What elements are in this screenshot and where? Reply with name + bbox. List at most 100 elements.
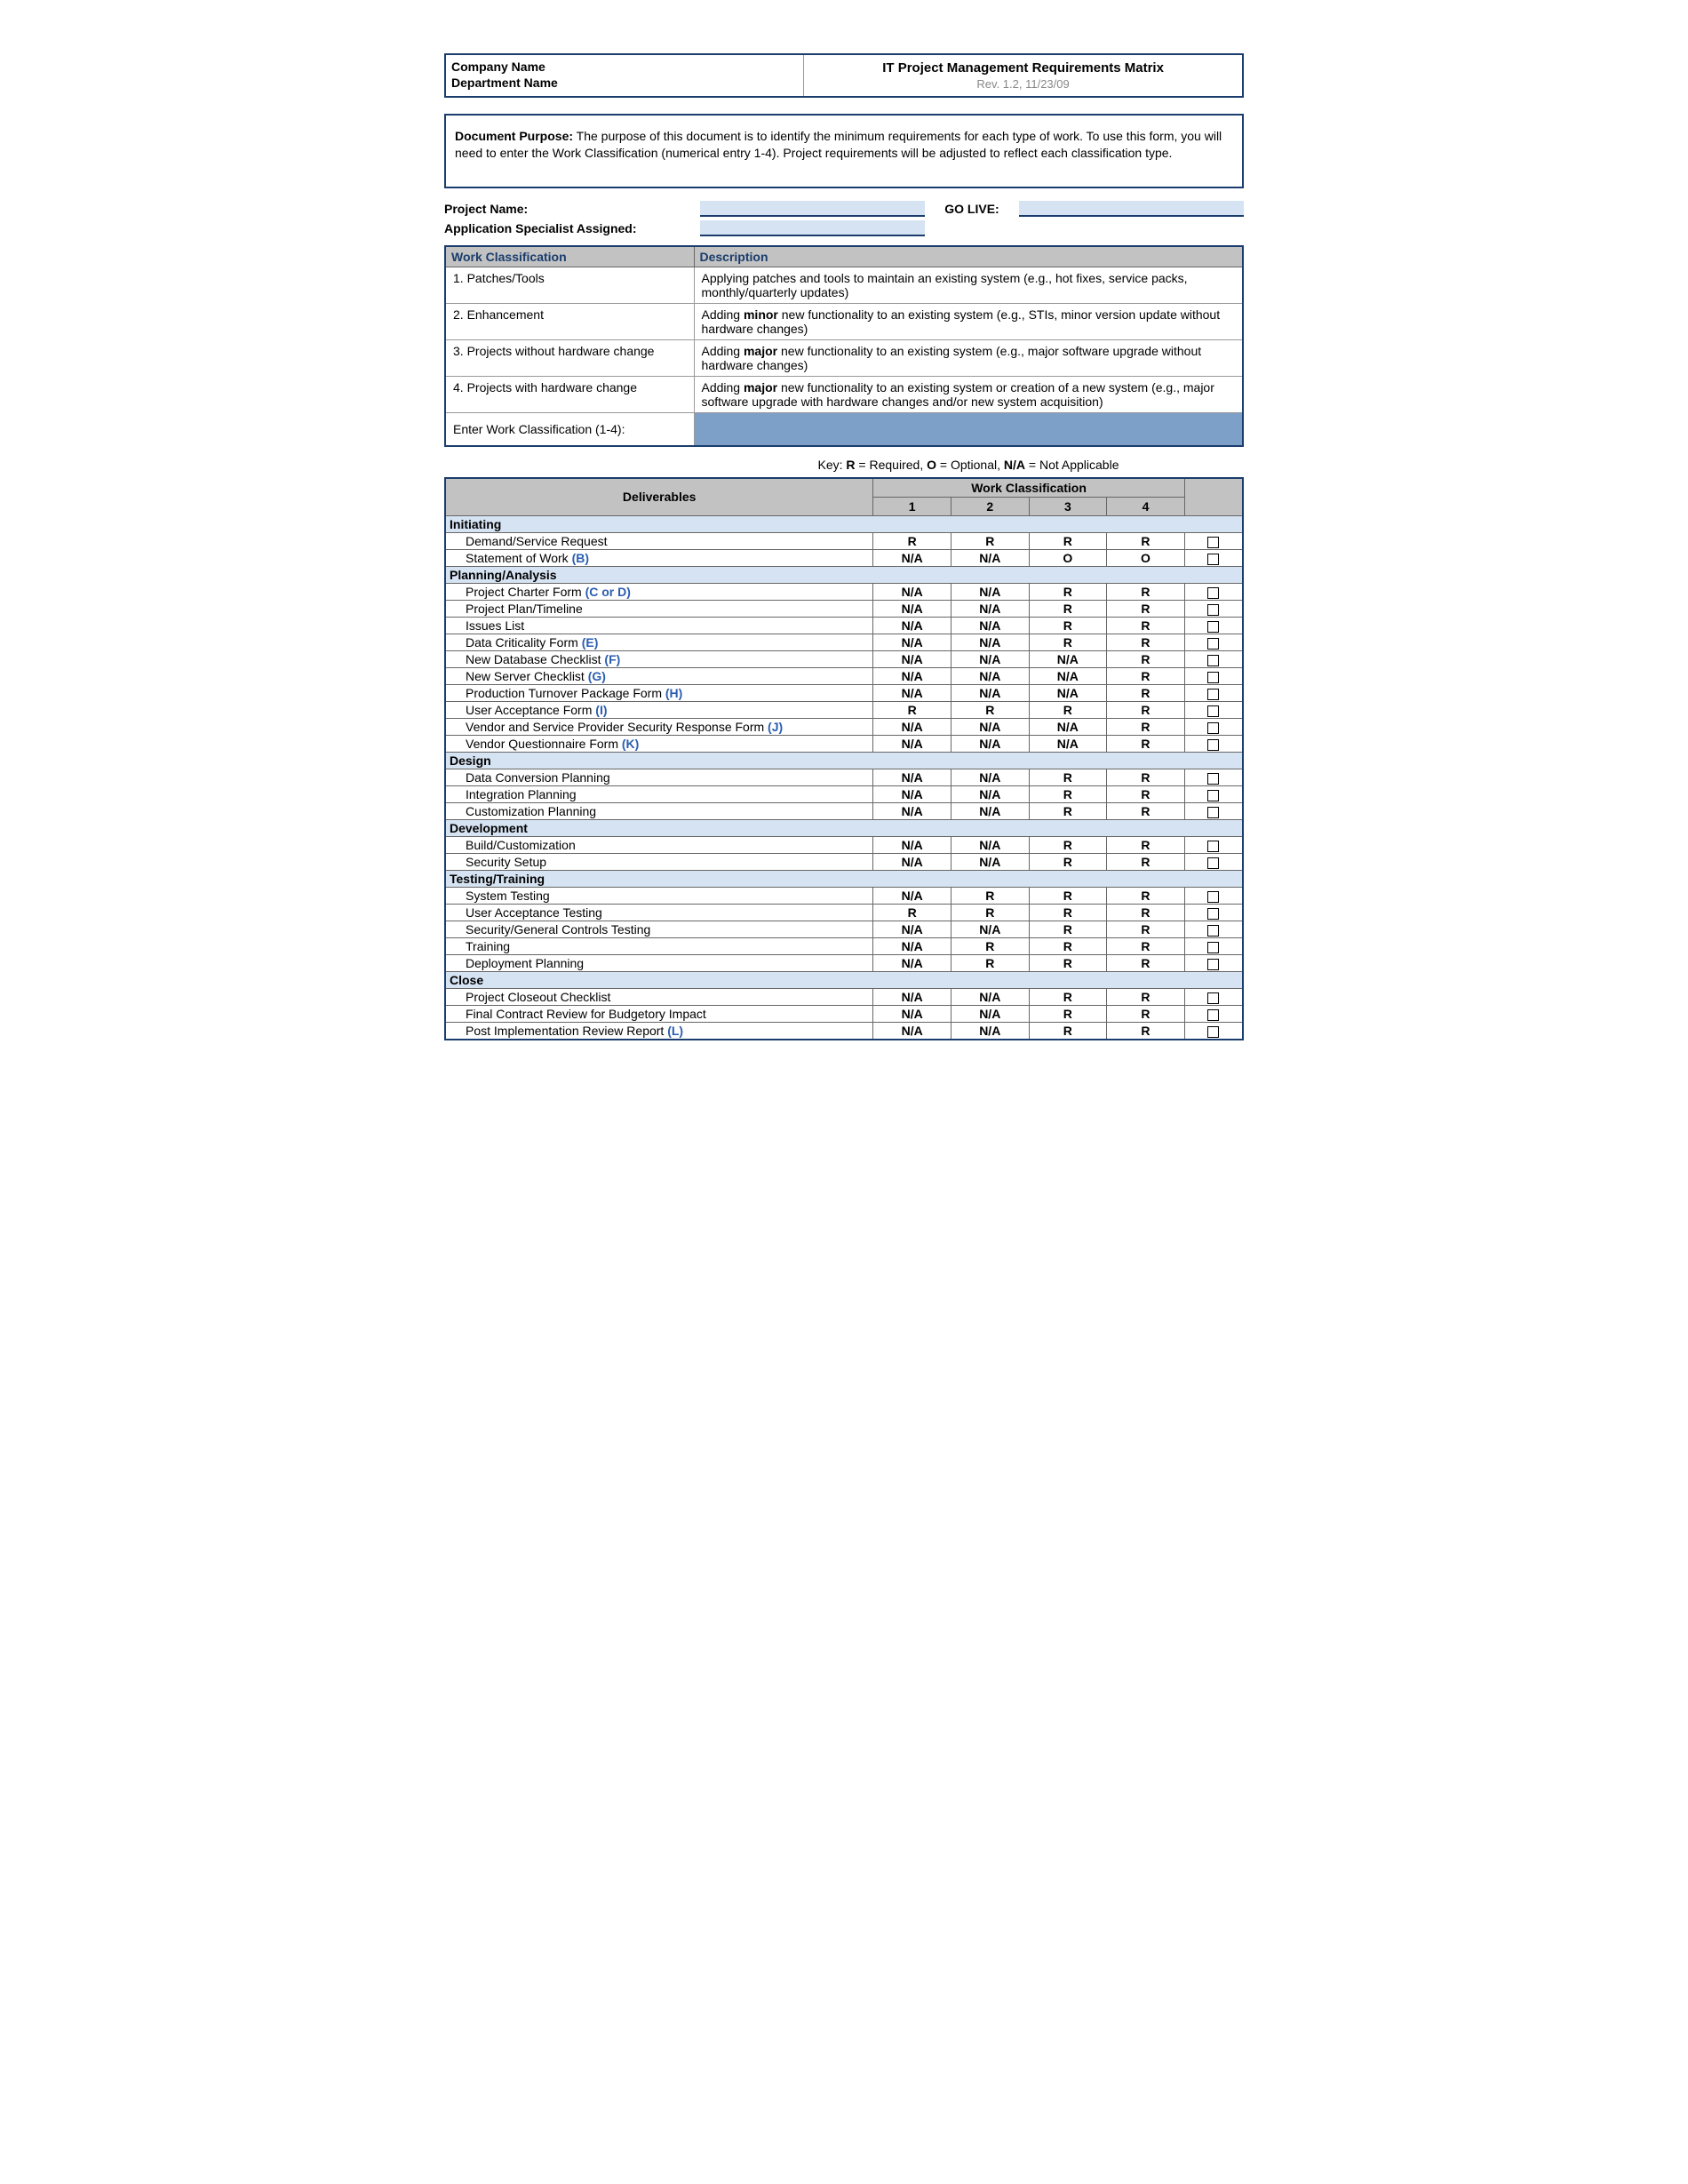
checkbox-icon[interactable] (1207, 807, 1219, 818)
checkbox-cell[interactable] (1184, 634, 1243, 650)
checkbox-icon[interactable] (1207, 992, 1219, 1004)
requirement-value: R (1107, 988, 1185, 1005)
checkbox-cell[interactable] (1184, 735, 1243, 752)
checkbox-cell[interactable] (1184, 887, 1243, 904)
checkbox-cell[interactable] (1184, 769, 1243, 785)
checkbox-cell[interactable] (1184, 802, 1243, 819)
requirement-value: R (1029, 802, 1107, 819)
checkbox-cell[interactable] (1184, 583, 1243, 600)
requirement-value: R (1107, 836, 1185, 853)
checkbox-cell[interactable] (1184, 549, 1243, 566)
requirement-value: N/A (951, 735, 1029, 752)
checkbox-icon[interactable] (1207, 554, 1219, 565)
checkbox-icon[interactable] (1207, 638, 1219, 650)
requirement-value: N/A (873, 887, 951, 904)
requirement-value: R (1029, 1005, 1107, 1022)
requirement-value: N/A (951, 836, 1029, 853)
checkbox-icon[interactable] (1207, 672, 1219, 683)
requirement-value: R (1029, 1022, 1107, 1040)
checkbox-cell[interactable] (1184, 684, 1243, 701)
requirement-value: N/A (1029, 650, 1107, 667)
classification-label: 3. Projects without hardware change (445, 339, 694, 376)
requirement-value: R (1029, 921, 1107, 937)
classification-label: 2. Enhancement (445, 303, 694, 339)
form-reference-link[interactable]: (K) (622, 737, 639, 751)
checkbox-cell[interactable] (1184, 600, 1243, 617)
requirement-value: N/A (951, 769, 1029, 785)
checkbox-cell[interactable] (1184, 1005, 1243, 1022)
form-reference-link[interactable]: (H) (665, 686, 682, 700)
requirement-value: R (1107, 583, 1185, 600)
checkbox-icon[interactable] (1207, 1009, 1219, 1021)
checkbox-icon[interactable] (1207, 655, 1219, 666)
checkbox-cell[interactable] (1184, 904, 1243, 921)
checkbox-icon[interactable] (1207, 773, 1219, 785)
checkbox-icon[interactable] (1207, 705, 1219, 717)
checkbox-icon[interactable] (1207, 689, 1219, 700)
form-reference-link[interactable]: (F) (604, 652, 620, 666)
checkbox-icon[interactable] (1207, 857, 1219, 869)
checkbox-icon[interactable] (1207, 908, 1219, 920)
checkbox-cell[interactable] (1184, 617, 1243, 634)
checkbox-cell[interactable] (1184, 667, 1243, 684)
requirement-value: N/A (873, 684, 951, 701)
form-reference-link[interactable]: (J) (768, 720, 783, 734)
classification-col-header: Work Classification (445, 246, 694, 267)
requirement-value: N/A (951, 718, 1029, 735)
checkbox-icon[interactable] (1207, 739, 1219, 751)
checkbox-icon[interactable] (1207, 841, 1219, 852)
requirement-value: R (1107, 600, 1185, 617)
checkbox-icon[interactable] (1207, 722, 1219, 734)
checkbox-cell[interactable] (1184, 532, 1243, 549)
checkbox-cell[interactable] (1184, 921, 1243, 937)
go-live-input[interactable] (1019, 201, 1244, 217)
requirement-value: N/A (951, 785, 1029, 802)
requirement-value: R (1107, 532, 1185, 549)
checkbox-icon[interactable] (1207, 891, 1219, 903)
project-name-input[interactable] (700, 201, 925, 217)
checkbox-icon[interactable] (1207, 537, 1219, 548)
checkbox-cell[interactable] (1184, 718, 1243, 735)
checkbox-icon[interactable] (1207, 1026, 1219, 1038)
requirement-value: N/A (951, 600, 1029, 617)
requirement-value: N/A (1029, 735, 1107, 752)
requirement-value: R (1029, 988, 1107, 1005)
requirement-value: N/A (873, 1022, 951, 1040)
checkbox-cell[interactable] (1184, 836, 1243, 853)
checkbox-cell[interactable] (1184, 954, 1243, 971)
section-header: Design (445, 752, 1243, 769)
checkbox-cell[interactable] (1184, 988, 1243, 1005)
doc-title: IT Project Management Requirements Matri… (809, 60, 1237, 76)
form-reference-link[interactable]: (C or D) (585, 585, 631, 599)
requirement-value: N/A (873, 937, 951, 954)
deliverable-item: New Server Checklist (G) (445, 667, 873, 684)
checkbox-cell[interactable] (1184, 1022, 1243, 1040)
checkbox-cell[interactable] (1184, 650, 1243, 667)
deliverable-item: Statement of Work (B) (445, 549, 873, 566)
requirement-value: R (1107, 769, 1185, 785)
checkbox-cell[interactable] (1184, 937, 1243, 954)
checkbox-icon[interactable] (1207, 587, 1219, 599)
checkbox-icon[interactable] (1207, 621, 1219, 633)
form-reference-link[interactable]: (B) (572, 551, 589, 565)
checkbox-cell[interactable] (1184, 853, 1243, 870)
app-specialist-input[interactable] (700, 220, 925, 236)
deliverable-item: New Database Checklist (F) (445, 650, 873, 667)
checkbox-icon[interactable] (1207, 604, 1219, 616)
checkbox-icon[interactable] (1207, 959, 1219, 970)
form-reference-link[interactable]: (E) (582, 635, 599, 650)
requirement-value: N/A (873, 802, 951, 819)
checkbox-cell[interactable] (1184, 785, 1243, 802)
checkbox-cell[interactable] (1184, 701, 1243, 718)
header-box: Company Name Department Name IT Project … (444, 53, 1244, 98)
deliverable-item: Post Implementation Review Report (L) (445, 1022, 873, 1040)
form-reference-link[interactable]: (G) (588, 669, 606, 683)
checkbox-icon[interactable] (1207, 942, 1219, 953)
form-reference-link[interactable]: (I) (595, 703, 607, 717)
form-reference-link[interactable]: (L) (667, 1024, 683, 1038)
checkbox-icon[interactable] (1207, 790, 1219, 801)
checkbox-icon[interactable] (1207, 925, 1219, 937)
enter-classification-input[interactable] (694, 412, 1243, 446)
deliverable-item: Project Closeout Checklist (445, 988, 873, 1005)
requirement-value: N/A (951, 667, 1029, 684)
